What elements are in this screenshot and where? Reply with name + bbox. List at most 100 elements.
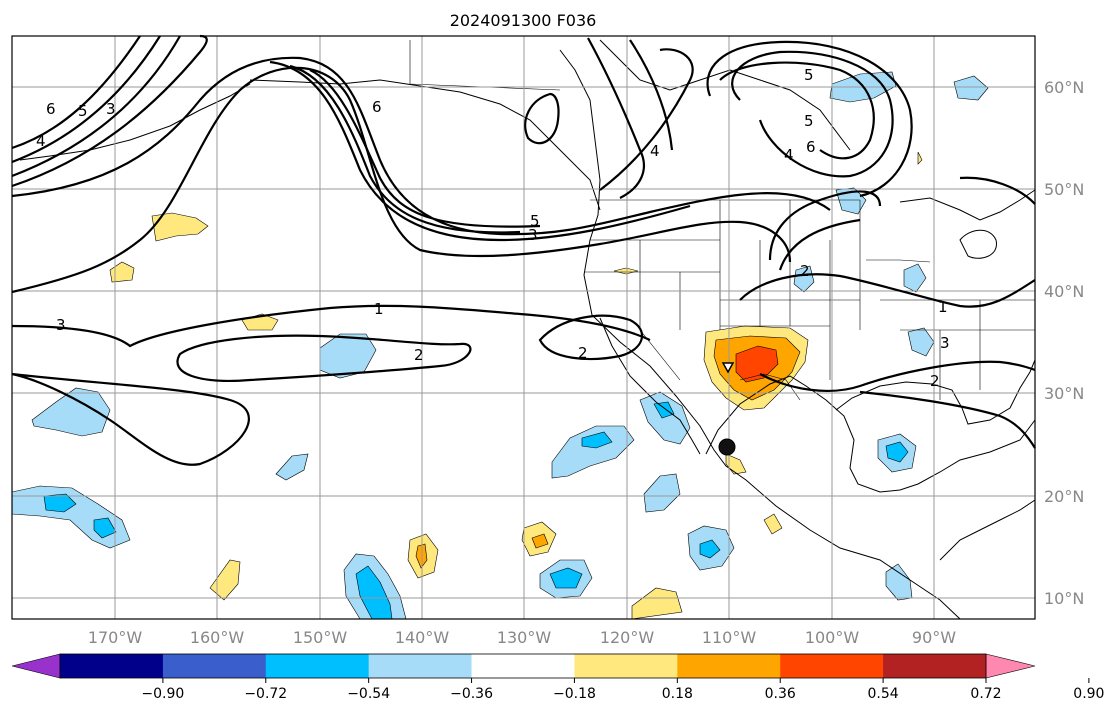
contour-label: 4	[784, 146, 794, 164]
negative-anomaly-pacific-8-core	[699, 539, 721, 559]
colorbar-tick-label: −0.36	[450, 686, 493, 702]
colorbar-segment	[60, 654, 164, 678]
positive-anomaly-pacific-4	[613, 267, 639, 275]
negative-anomaly-gulf-core	[885, 441, 909, 463]
contour-label: 2	[414, 346, 424, 364]
positive-anomaly-mexico	[763, 513, 783, 535]
lon-label: 90°W	[912, 628, 956, 647]
negative-anomaly-pacific-4-core-b	[93, 517, 117, 539]
colorbar-tick-label: 0.90	[1073, 686, 1104, 702]
markers	[718, 362, 736, 456]
colorbar-tick-label: 0.18	[662, 686, 693, 702]
contour-line	[11, 304, 651, 348]
lat-label: 20°N	[1044, 487, 1084, 506]
location-marker	[718, 438, 736, 456]
contour-label: 3	[56, 316, 66, 334]
contour-line	[778, 218, 861, 271]
contour-label: 5	[804, 66, 814, 84]
contour-line	[11, 35, 141, 150]
negative-anomaly-midwest	[793, 265, 815, 293]
contour-label: 4	[36, 132, 46, 150]
contour-line	[538, 314, 644, 361]
contour-label: 6	[46, 100, 56, 118]
colorbar-max-extension	[985, 653, 1036, 679]
colorbar-frame	[59, 653, 987, 679]
colorbar-tick-label: −0.90	[141, 686, 184, 702]
contour-label: 1	[374, 300, 384, 318]
lon-label: 130°W	[497, 628, 552, 647]
contour-label: 5	[804, 112, 814, 130]
negative-anomaly-pacific-7	[643, 473, 681, 513]
contour-line	[731, 50, 894, 178]
contour-label: 4	[650, 142, 660, 160]
contour-label: 3	[106, 100, 116, 118]
lat-label: 40°N	[1044, 282, 1084, 301]
lon-label: 170°W	[88, 628, 143, 647]
colorbar-tick-label: −0.54	[347, 686, 390, 702]
colorbar-segment	[368, 654, 473, 678]
negative-anomaly-southeast	[907, 327, 935, 357]
colorbar-segment	[677, 654, 781, 678]
contour-line	[587, 37, 645, 199]
latitude-axis: 60°N 50°N 40°N 30°N 20°N 10°N	[1044, 78, 1084, 608]
positive-anomaly-pacific-1	[151, 212, 209, 242]
positive-anomaly-southwest-core	[735, 345, 779, 383]
contour-labels: 6 5 4 3 6 5 4 5 4 6 5 3 2 1 2 2 3 1 2 3	[36, 66, 950, 390]
negative-anomaly-pacific-6	[639, 391, 691, 445]
colorbar-segment	[780, 654, 884, 678]
negative-anomaly-pacific-5	[551, 425, 635, 479]
colorbar-segment	[162, 654, 267, 678]
contours	[11, 34, 1036, 466]
contour-line	[11, 35, 161, 164]
map-title: 2024091300 F036	[450, 11, 597, 30]
contour-label: 3	[940, 334, 950, 352]
contour-line	[599, 48, 694, 191]
contour-line	[289, 64, 521, 234]
positive-anomaly-east	[917, 151, 923, 165]
negative-anomaly-pacific-6-core	[653, 401, 675, 419]
colorbar: −0.90 −0.72 −0.54 −0.36 −0.18 0.18 0.36 0.54 0.7…	[11, 653, 1104, 702]
colorbar-tick-label: −0.18	[553, 686, 596, 702]
negative-anomaly-pacific-1	[319, 333, 377, 379]
colorbar-min-extension	[11, 653, 61, 679]
contour-line	[524, 92, 560, 145]
contour-label: 5	[530, 212, 540, 230]
colorbar-tick-label: 0.36	[765, 686, 796, 702]
lon-label: 150°W	[293, 628, 348, 647]
contour-line	[629, 39, 674, 151]
colorbar-segment	[574, 654, 678, 678]
contour-line	[11, 35, 181, 178]
negative-anomaly-canada-2	[953, 75, 989, 101]
colorbar-segment	[265, 654, 370, 678]
lon-label: 140°W	[395, 628, 450, 647]
contour-label: 2	[800, 262, 810, 280]
contour-line	[309, 69, 541, 228]
lat-label: 60°N	[1044, 78, 1084, 97]
negative-anomaly-pacific-3	[275, 453, 309, 481]
positive-anomaly-pacific-8	[631, 587, 683, 620]
triangle-marker	[721, 362, 735, 374]
map-panel: 6 5 4 3 6 5 4 5 4 6 5 3 2 1 2 2 3 1 2 3	[11, 34, 1036, 620]
contour-line	[11, 372, 250, 466]
negative-anomaly-canada-3	[835, 187, 867, 215]
contour-line	[768, 190, 882, 261]
colorbar-segment	[471, 654, 575, 678]
lat-label: 50°N	[1044, 180, 1084, 199]
negative-anomaly-pacific-9-core	[549, 567, 583, 589]
contour-line	[719, 61, 875, 160]
negative-anomaly-pacific-10-core	[355, 565, 393, 620]
contour-line	[11, 56, 831, 236]
contour-line	[759, 360, 1036, 392]
contour-line	[739, 273, 1036, 308]
negative-anomaly-pacific-4-core-a	[43, 493, 77, 513]
contour-label: 1	[938, 298, 948, 316]
lon-label: 120°W	[600, 628, 655, 647]
contour-label: 5	[78, 102, 88, 120]
lon-label: 160°W	[190, 628, 245, 647]
contour-line	[859, 390, 1036, 449]
longitude-axis: 170°W 160°W 150°W 140°W 130°W 120°W 110°…	[88, 628, 956, 647]
map-frame	[11, 35, 1036, 620]
contour-label: 2	[578, 344, 588, 362]
colorbar-tick-label: 0.72	[970, 686, 1001, 702]
